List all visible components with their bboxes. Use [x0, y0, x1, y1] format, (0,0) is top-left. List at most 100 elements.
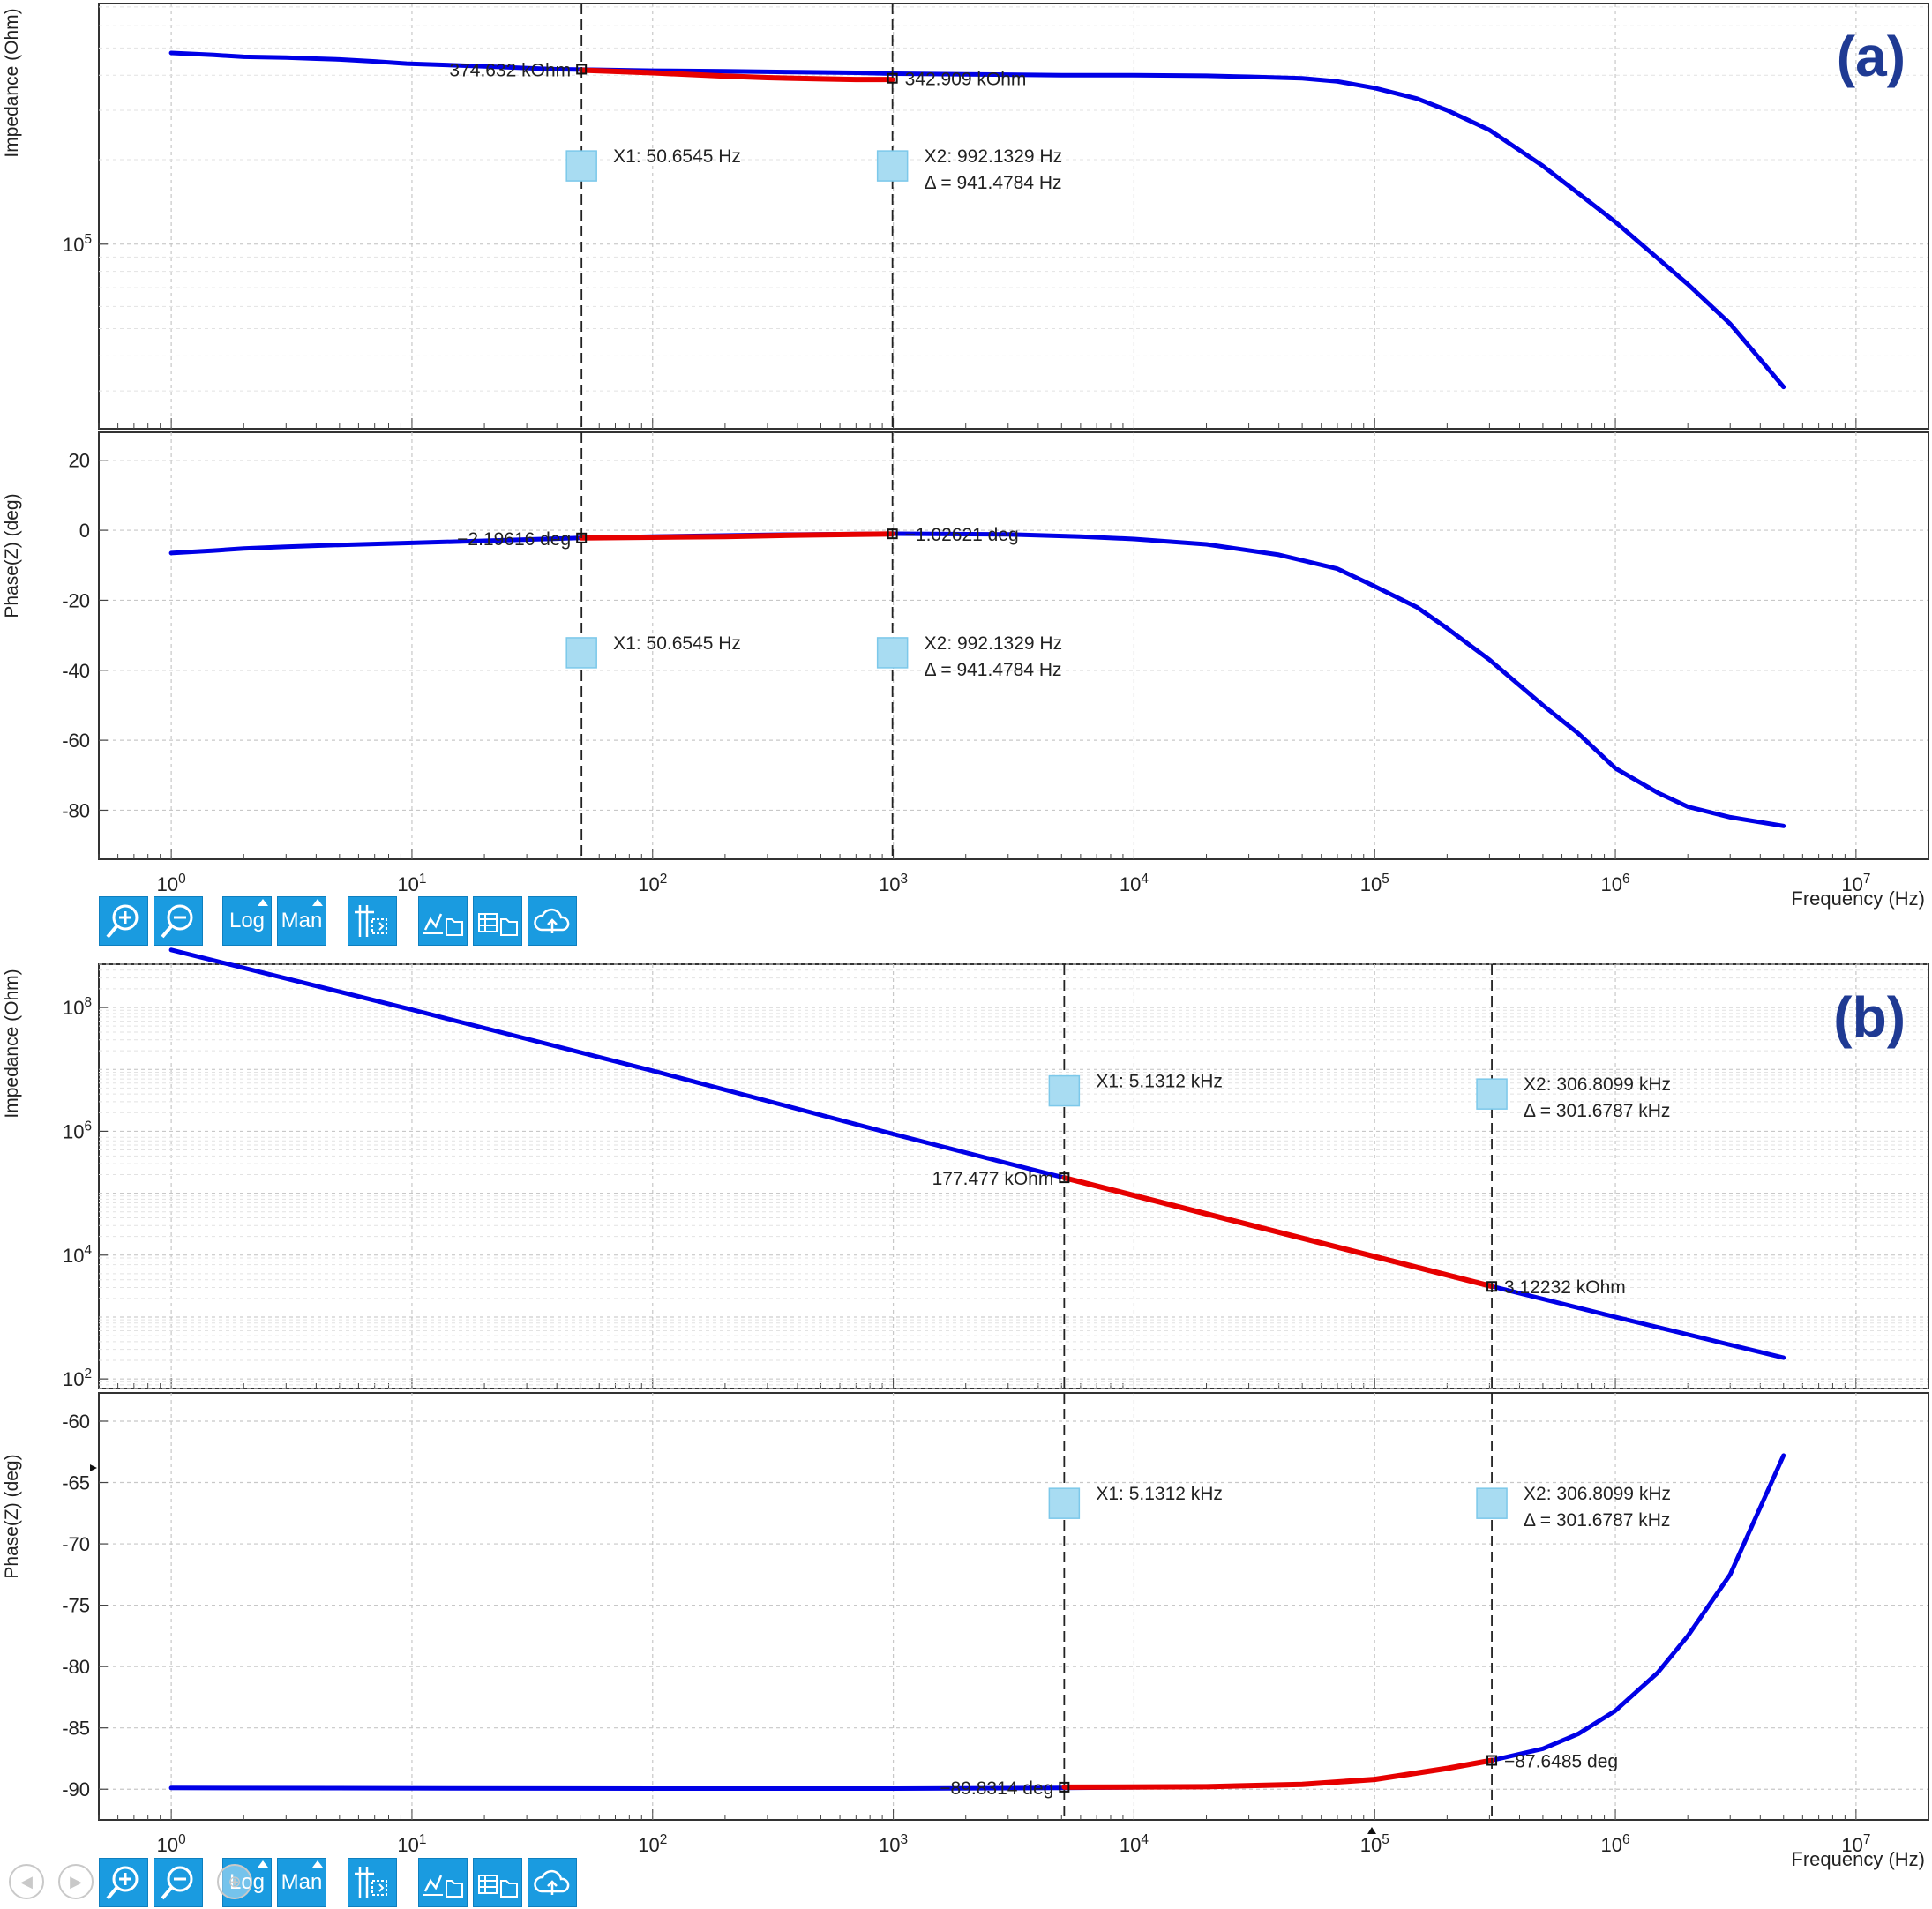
- y-tick-label: -70: [62, 1533, 90, 1555]
- cursor-tag-handle: [876, 150, 909, 182]
- cursor-tag-label: X2: 992.1329 Hz: [925, 633, 1062, 654]
- x-tick-label: 100: [157, 872, 186, 895]
- x-tick-label: 106: [1601, 1832, 1630, 1856]
- y-tick-label: 106: [63, 1119, 92, 1142]
- cursor-readout: 177.477 kOhm: [932, 1169, 1054, 1189]
- x-tick-label: 102: [638, 1832, 667, 1856]
- x-tick-label: 104: [1120, 872, 1149, 895]
- x-tick-label: 106: [1601, 872, 1630, 895]
- export-chart-button[interactable]: [418, 896, 468, 946]
- impedance-trace: [168, 531, 1786, 828]
- x-axis-label: Frequency (Hz): [1791, 1848, 1925, 1870]
- next-page-button[interactable]: ▶: [58, 1864, 94, 1899]
- cursor-delta-label: Δ = 301.6787 kHz: [1524, 1101, 1670, 1121]
- impedance-trace: [168, 947, 1786, 1360]
- manual-scale-label: Man: [281, 909, 323, 932]
- zoom-overlay-icon: ⊕: [228, 1872, 242, 1890]
- x-tick-label: 107: [1841, 1832, 1870, 1856]
- dropdown-arrow-icon: [258, 899, 268, 906]
- zoom-in-button[interactable]: [99, 896, 148, 946]
- x-tick-label: 101: [397, 872, 426, 895]
- export-table-button[interactable]: [473, 896, 522, 946]
- export-chart-icon: [423, 1875, 463, 1898]
- zoom-in-icon: [106, 904, 139, 939]
- cursor-delta-label: Δ = 301.6787 kHz: [1524, 1510, 1670, 1531]
- y-axis-label: Impedance (Ohm): [2, 969, 22, 1118]
- y-tick-label: -80: [62, 799, 90, 821]
- log-scale-button[interactable]: Log: [222, 896, 272, 946]
- x-tick-label: 107: [1841, 872, 1870, 895]
- cursor-tag-handle: [1476, 1078, 1508, 1110]
- plot-area-4: [98, 1392, 1929, 1821]
- y-tick-label: -20: [62, 589, 90, 611]
- cursor-point: [1486, 1755, 1498, 1766]
- panel-label: (b): [1833, 985, 1906, 1049]
- zoom-out-icon: [161, 1866, 193, 1900]
- cursor-readout: −87.6485 deg: [1504, 1752, 1618, 1772]
- y-tick-label: 104: [63, 1243, 92, 1267]
- y-tick-label: -40: [62, 660, 90, 682]
- cursor-tag-handle: [565, 150, 597, 182]
- chevron-right-icon: ▶: [70, 1872, 82, 1890]
- cursor-tag-handle: [1048, 1487, 1081, 1519]
- cloud-upload-icon: [534, 908, 570, 933]
- cursor-tool-icon: [355, 1867, 387, 1898]
- cursor-tag-handle: [565, 637, 597, 669]
- zoom-out-icon: [161, 904, 193, 939]
- cursor-point: [576, 64, 588, 75]
- x-tick-label: 100: [157, 1832, 186, 1856]
- manual-scale-button[interactable]: Man: [277, 1858, 326, 1907]
- cursor-tool-button[interactable]: [348, 1858, 397, 1907]
- export-table-icon: [478, 913, 518, 936]
- cursor-tag-label: X1: 5.1312 kHz: [1096, 1072, 1223, 1092]
- x-axis-label: Frequency (Hz): [1791, 887, 1925, 910]
- zoom-in-button[interactable]: [99, 1858, 148, 1907]
- prev-page-button[interactable]: ◀: [9, 1864, 44, 1899]
- y-tick-label: -60: [62, 1411, 90, 1433]
- cursor-tag-label: X2: 306.8099 kHz: [1524, 1074, 1671, 1095]
- cloud-upload-icon: [534, 1869, 570, 1895]
- dropdown-arrow-icon: [312, 899, 323, 906]
- cursor-readout: 374.632 kOhm: [449, 60, 571, 80]
- y-tick-label: 108: [63, 995, 92, 1019]
- export-chart-button[interactable]: [418, 1858, 468, 1907]
- cursor-tag-label: X2: 306.8099 kHz: [1524, 1484, 1671, 1504]
- cursor-point: [1486, 1281, 1498, 1292]
- cursor-span-highlight: [579, 531, 895, 541]
- cursor-tag-label: X1: 5.1312 kHz: [1096, 1484, 1223, 1504]
- zoom-out-button[interactable]: [154, 1858, 203, 1907]
- cursor-tag-handle: [876, 637, 909, 669]
- y-tick-label: -60: [62, 730, 90, 752]
- y-tick-label: 102: [63, 1366, 92, 1390]
- cursor-span-highlight: [1061, 1175, 1495, 1290]
- y-tick-label: -90: [62, 1778, 90, 1800]
- cursor-point: [1059, 1172, 1070, 1184]
- x-tick-label: 105: [1360, 872, 1389, 895]
- y-tick-label: -65: [62, 1472, 90, 1494]
- cloud-upload-button[interactable]: [528, 896, 577, 946]
- cursor-point: [1059, 1781, 1070, 1793]
- x-tick-label: 103: [879, 1832, 908, 1856]
- chevron-left-icon: ◀: [20, 1872, 33, 1890]
- y-tick-label: 105: [63, 232, 92, 256]
- y-axis-label: Phase(Z) (deg): [2, 1454, 22, 1578]
- cloud-upload-button[interactable]: [528, 1858, 577, 1907]
- x-tick-label: 102: [638, 872, 667, 895]
- x-tick-label: 103: [879, 872, 908, 895]
- manual-scale-button[interactable]: Man: [277, 896, 326, 946]
- dropdown-arrow-icon: [312, 1860, 323, 1868]
- y-tick-label: -80: [62, 1656, 90, 1678]
- zoom-overlay-button[interactable]: ⊕: [217, 1864, 252, 1899]
- export-table-button[interactable]: [473, 1858, 522, 1907]
- zoom-out-button[interactable]: [154, 896, 203, 946]
- y-tick-label: 20: [69, 450, 90, 472]
- cursor-point: [887, 72, 898, 84]
- cursor-tool-button[interactable]: [348, 896, 397, 946]
- cursor-tag-label: X2: 992.1329 Hz: [925, 146, 1062, 167]
- export-table-icon: [478, 1875, 518, 1898]
- cursor-delta-label: Δ = 941.4784 Hz: [925, 660, 1062, 680]
- y-tick-label: 0: [79, 520, 90, 542]
- cursor-point: [576, 532, 588, 543]
- y-tick-label: -75: [62, 1595, 90, 1617]
